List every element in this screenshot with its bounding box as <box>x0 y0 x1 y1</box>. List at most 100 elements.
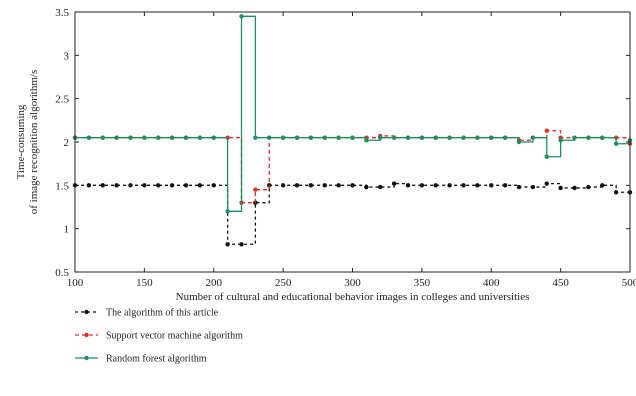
y-tick-label: 3 <box>64 50 70 62</box>
data-point <box>280 135 286 140</box>
data-point <box>267 135 272 140</box>
legend-label: Random forest algorithm <box>106 354 207 365</box>
data-point <box>239 242 244 247</box>
data-point <box>586 184 591 190</box>
x-tick-label: 450 <box>552 277 569 289</box>
x-tick-label: 400 <box>483 277 500 289</box>
data-point <box>280 183 286 188</box>
x-tick-label: 200 <box>206 277 223 289</box>
data-point <box>211 135 216 140</box>
data-point <box>142 183 147 188</box>
data-point <box>516 139 522 145</box>
y-tick-label: 1.5 <box>55 180 69 192</box>
y-tick-label: 2.5 <box>55 94 69 106</box>
legend-marker <box>84 309 89 315</box>
data-point <box>100 183 105 188</box>
x-tick-label: 100 <box>67 277 84 289</box>
x-tick-label: 250 <box>275 277 292 289</box>
data-point <box>128 135 133 140</box>
y-tick-label: 2 <box>64 137 70 149</box>
data-point <box>516 184 522 190</box>
series-line <box>75 15 631 212</box>
data-point <box>239 14 244 19</box>
data-point <box>530 184 536 190</box>
data-point <box>489 135 494 140</box>
y-tick-label: 3.5 <box>55 7 69 19</box>
data-point <box>447 135 452 140</box>
data-point <box>502 183 508 188</box>
data-point <box>530 135 536 140</box>
legend: The algorithm of this article Support vec… <box>75 308 243 365</box>
y-axis: 0.5 1 1.5 2 2.5 3 3.5 <box>55 7 630 279</box>
data-point <box>156 183 161 188</box>
x-tick-label: 500 <box>622 277 636 289</box>
data-point <box>100 135 105 140</box>
y-tick-label: 1 <box>64 224 70 236</box>
data-point <box>197 135 203 140</box>
legend-item: Random forest algorithm <box>75 354 207 365</box>
y-axis-label: Time-consuming of image recognition algo… <box>15 70 40 215</box>
data-point <box>364 138 369 143</box>
data-point <box>558 185 563 191</box>
data-point <box>294 183 300 188</box>
data-point <box>156 135 161 140</box>
data-point <box>183 183 189 188</box>
data-point <box>183 135 189 140</box>
data-point <box>308 135 314 140</box>
data-point <box>378 184 383 190</box>
legend-marker <box>84 355 89 361</box>
legend-item: Support vector machine algorithm <box>75 331 243 342</box>
legend-marker <box>84 332 89 338</box>
data-point <box>544 181 549 186</box>
data-point <box>336 135 341 140</box>
data-point <box>419 135 425 140</box>
data-point <box>572 135 577 140</box>
x-axis: 100 150 200 250 300 350 400 450 500 <box>67 12 636 289</box>
data-point <box>475 183 480 188</box>
data-point <box>322 135 327 140</box>
data-point <box>391 181 397 186</box>
data-point <box>378 135 383 140</box>
series-line <box>75 182 630 245</box>
data-point <box>308 183 314 188</box>
data-point <box>253 135 258 140</box>
data-point <box>586 135 591 140</box>
y-axis-label-line2: of image recognition algorithm/s <box>28 70 40 215</box>
data-point <box>114 135 119 140</box>
data-point <box>114 183 119 188</box>
data-point <box>600 135 605 140</box>
data-point <box>391 135 397 140</box>
data-point <box>364 184 369 190</box>
y-tick-label: 0.5 <box>55 267 69 279</box>
data-point <box>225 242 230 247</box>
data-point <box>461 183 466 188</box>
data-point <box>128 183 133 188</box>
y-axis-label-line1: Time-consuming <box>15 104 27 179</box>
data-point <box>433 183 438 188</box>
data-point <box>475 135 480 140</box>
data-point <box>405 183 411 188</box>
data-point <box>572 185 577 191</box>
x-tick-label: 300 <box>344 277 361 289</box>
data-point <box>225 209 230 214</box>
data-point <box>544 128 549 133</box>
data-point <box>447 183 452 188</box>
data-point <box>544 154 549 159</box>
data-point <box>405 135 411 140</box>
data-point <box>211 183 216 188</box>
data-point <box>253 187 258 192</box>
series-2 <box>72 128 633 205</box>
data-point <box>461 135 466 140</box>
data-point <box>169 135 175 140</box>
data-point <box>502 135 508 140</box>
data-point <box>197 183 203 188</box>
data-point <box>350 183 355 188</box>
data-point <box>86 183 92 188</box>
data-point <box>613 141 619 146</box>
data-point <box>419 183 425 188</box>
data-point <box>489 183 494 188</box>
data-point <box>86 135 92 140</box>
plot-area <box>72 14 633 247</box>
legend-item: The algorithm of this article <box>75 308 219 319</box>
